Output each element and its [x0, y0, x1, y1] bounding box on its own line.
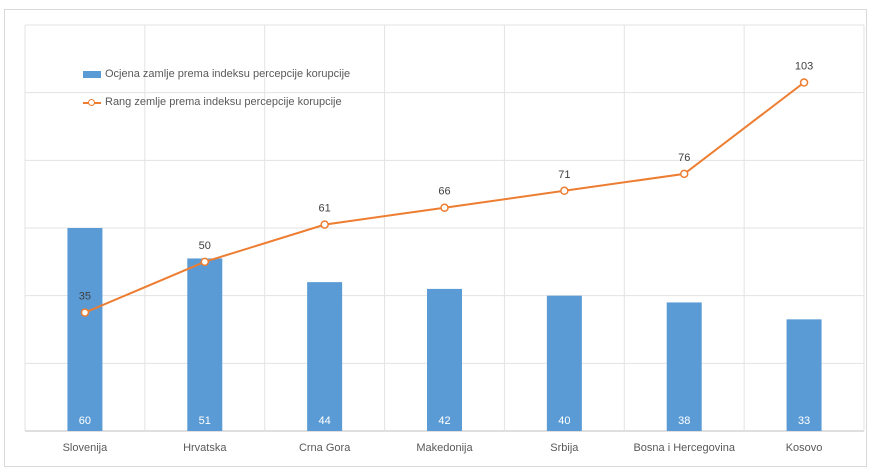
bar-data-label: 40 [558, 415, 570, 427]
line-point [440, 203, 449, 212]
legend-label-bar: Ocjena zamlje prema indeksu percepcije k… [105, 68, 351, 80]
line-data-label: 66 [438, 186, 450, 198]
x-tick-label: Kosovo [786, 442, 823, 454]
bar [666, 302, 702, 431]
line-point [320, 220, 329, 229]
bar-data-label: 51 [199, 415, 211, 427]
bar [786, 319, 822, 431]
chart: 60 Slovenija 51 Hrvatska 44 Crna Gora 42 Makedo… [24, 24, 865, 454]
line-data-label: 35 [79, 291, 91, 303]
legend-line-swatch [83, 98, 101, 107]
line-data-label: 50 [199, 240, 211, 252]
x-tick-label: Hrvatska [183, 442, 227, 454]
line-data-label: 103 [795, 61, 813, 73]
x-tick-label: Srbija [550, 442, 579, 454]
line-data-label: 76 [678, 152, 690, 164]
line-data-label: 71 [558, 169, 570, 181]
bar [546, 295, 582, 431]
line-point [679, 169, 689, 179]
x-tick-label: Slovenija [63, 442, 109, 454]
legend-bar-swatch [83, 70, 101, 78]
bar-data-label: 38 [678, 415, 690, 427]
chart-frame: 60 Slovenija 51 Hrvatska 44 Crna Gora 42 Makedo… [4, 9, 867, 467]
bar-data-label: 33 [798, 415, 810, 427]
line-data-label: 61 [319, 203, 331, 215]
bar-data-label: 60 [79, 415, 91, 427]
line-point [80, 308, 90, 317]
line-point [799, 78, 809, 87]
legend-item-bar: Ocjena zamlje prema indeksu percepcije k… [83, 68, 350, 80]
x-tick-label: Bosna i Hercegovina [633, 442, 735, 454]
line-point [560, 186, 569, 196]
bar [427, 288, 462, 431]
x-tick-label: Crna Gora [299, 442, 351, 454]
legend-item-line: Rang zemlje prema indeksu percepcije kor… [83, 96, 342, 108]
bar [187, 258, 223, 431]
bar [67, 228, 103, 431]
legend-label-line: Rang zemlje prema indeksu percepcije kor… [105, 96, 342, 108]
bar-data-label: 44 [319, 415, 331, 427]
line-point [200, 257, 210, 267]
x-tick-label: Makedonija [416, 442, 473, 454]
bar-data-label: 42 [438, 415, 450, 427]
bar [307, 282, 343, 431]
